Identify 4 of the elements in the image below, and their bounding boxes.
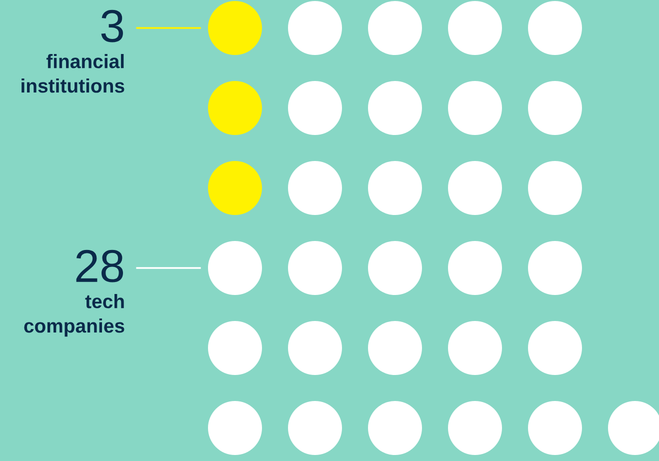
- data-label: 28: [76, 250, 124, 282]
- category-label: tech companies: [24, 294, 124, 337]
- category-label: financial institutions: [22, 54, 124, 93]
- data-label: 3: [101, 10, 123, 42]
